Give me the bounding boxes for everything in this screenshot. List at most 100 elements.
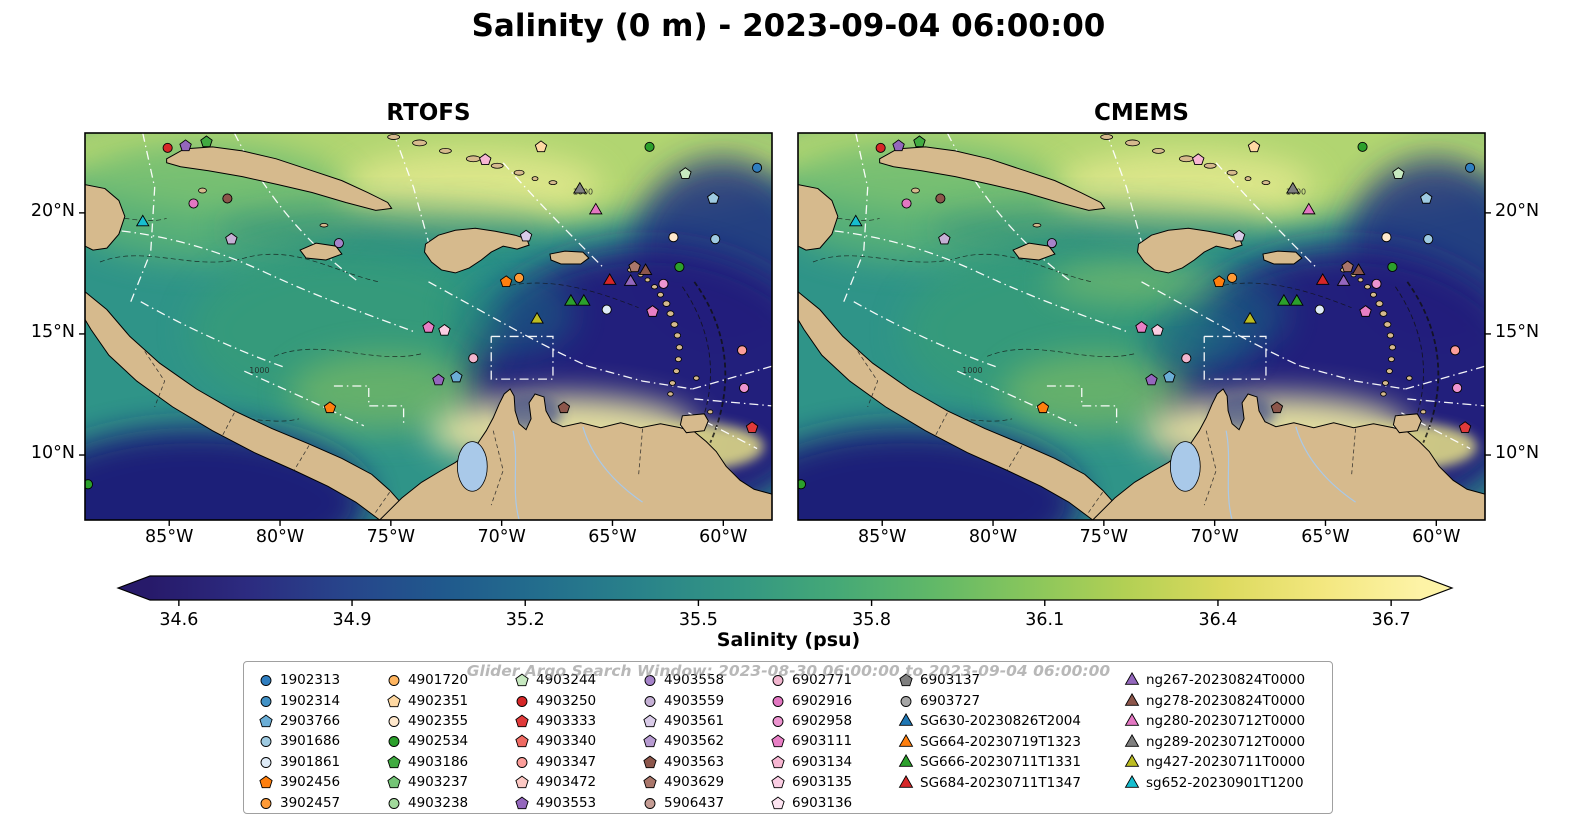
legend-item: SG630-20230826T2004	[898, 711, 1124, 732]
eez-boundary-line	[694, 398, 772, 407]
small-island	[1380, 391, 1387, 397]
small-island	[1226, 169, 1238, 176]
island-puerto-rico	[549, 250, 590, 265]
legend-label: 4903244	[536, 672, 597, 689]
lake-maracaibo	[1169, 441, 1201, 492]
float-marker	[745, 421, 759, 433]
legend-item: 4902351	[386, 690, 514, 710]
legend-label: sg652-20230901T1200	[1146, 774, 1304, 791]
float-marker	[557, 401, 571, 414]
eez-boundary-line	[692, 365, 772, 390]
eez-boundary-line	[1106, 133, 1143, 243]
glider-marker	[1336, 274, 1351, 286]
float-marker	[1163, 370, 1176, 383]
float-marker	[1423, 234, 1434, 245]
float-marker	[679, 167, 692, 179]
country-border-line	[490, 430, 504, 506]
legend-item: 4903563	[642, 752, 770, 772]
eez-boundary-line	[1405, 365, 1485, 390]
legend-label: 6902771	[792, 672, 853, 689]
depth-contour-line	[682, 286, 711, 431]
legend-item: ng267-20230824T0000	[1124, 670, 1324, 691]
x-tick-label: 60°W	[1412, 527, 1461, 547]
panel-title-cmems: CMEMS	[1094, 100, 1189, 126]
colorbar-tick-label: 35.8	[852, 610, 892, 630]
circle-marker-icon	[388, 675, 400, 687]
river-line	[1295, 426, 1356, 503]
river-line	[512, 430, 520, 520]
depth-contour-line	[1216, 282, 1352, 308]
pentagon-marker-icon	[643, 714, 657, 728]
legend-item: 4902534	[386, 731, 514, 751]
legend-label: SG666-20230711T1331	[920, 754, 1081, 771]
float-marker	[534, 140, 548, 153]
eez-boundary-line	[490, 335, 554, 380]
float-marker	[162, 142, 173, 153]
river-line	[582, 426, 643, 503]
country-border-line	[1351, 428, 1356, 476]
colorbar-tick-label: 34.9	[332, 610, 372, 630]
small-island	[675, 356, 682, 363]
eez-boundary-line	[1407, 398, 1485, 407]
map-panel-cmems: CMEMS 10001000 85°W 80°W 75°W 70°W 65°W 60°W 2…	[797, 100, 1539, 547]
small-island	[1100, 134, 1114, 140]
small-island	[1125, 139, 1140, 147]
float-marker	[323, 401, 337, 414]
pentagon-marker-icon	[771, 775, 785, 789]
small-island	[644, 277, 651, 283]
colorbar-tick-label: 36.1	[1025, 610, 1065, 630]
small-island	[667, 391, 674, 397]
legend-label: 5906437	[664, 794, 725, 811]
legend-label: 6903135	[792, 774, 853, 791]
float-marker	[1036, 401, 1050, 414]
float-marker	[1135, 320, 1148, 333]
float-marker	[333, 238, 344, 249]
land-yucatan	[798, 184, 839, 251]
legend-label: 1902314	[280, 692, 341, 709]
legend-label: SG664-20230719T1323	[920, 733, 1081, 750]
small-island	[657, 291, 664, 298]
float-marker	[479, 153, 492, 166]
eez-boundary-line	[587, 365, 693, 390]
float-marker	[752, 162, 763, 173]
small-island	[1244, 176, 1252, 182]
float-marker	[901, 198, 912, 209]
float-marker	[222, 193, 233, 204]
depth-contour-line	[1395, 286, 1424, 431]
circle-marker-icon	[260, 675, 272, 687]
float-marker	[1341, 260, 1354, 273]
float-marker	[179, 139, 192, 152]
small-island	[1152, 147, 1165, 154]
float-marker	[85, 479, 94, 490]
small-island	[1178, 155, 1194, 163]
land-yucatan	[85, 184, 126, 251]
legend-label: 3902456	[280, 774, 341, 791]
island-jamaica	[299, 242, 343, 261]
small-island	[1375, 300, 1384, 307]
small-island	[1386, 332, 1394, 339]
float-marker	[1458, 421, 1472, 433]
legend-label: 4902534	[408, 733, 469, 750]
small-island	[662, 300, 671, 307]
legend-label: 4902355	[408, 713, 469, 730]
circle-marker-icon	[388, 716, 400, 727]
island-puerto-rico	[1262, 250, 1303, 265]
legend-item: 4903559	[642, 690, 770, 710]
float-marker	[1450, 345, 1461, 356]
float-marker	[519, 229, 533, 242]
legend-item: 6903111	[770, 731, 898, 751]
legend-item: 4903558	[642, 670, 770, 690]
colorbar: 34.6 34.9 35.2 35.5 35.8 36.1 36.4 36.7	[110, 574, 1460, 636]
triangle-marker-icon	[1124, 754, 1140, 768]
glider-marker	[588, 202, 603, 215]
small-island	[1357, 277, 1364, 283]
glider-marker	[1315, 273, 1330, 285]
depth-contour-label: 1000	[962, 366, 982, 375]
float-marker	[707, 191, 720, 204]
small-island	[439, 147, 452, 154]
island-trinidad	[1392, 413, 1422, 434]
x-tick-label: 60°W	[699, 527, 748, 547]
float-marker	[1465, 162, 1476, 173]
small-island	[669, 380, 676, 386]
legend-label: 4903563	[664, 753, 725, 770]
